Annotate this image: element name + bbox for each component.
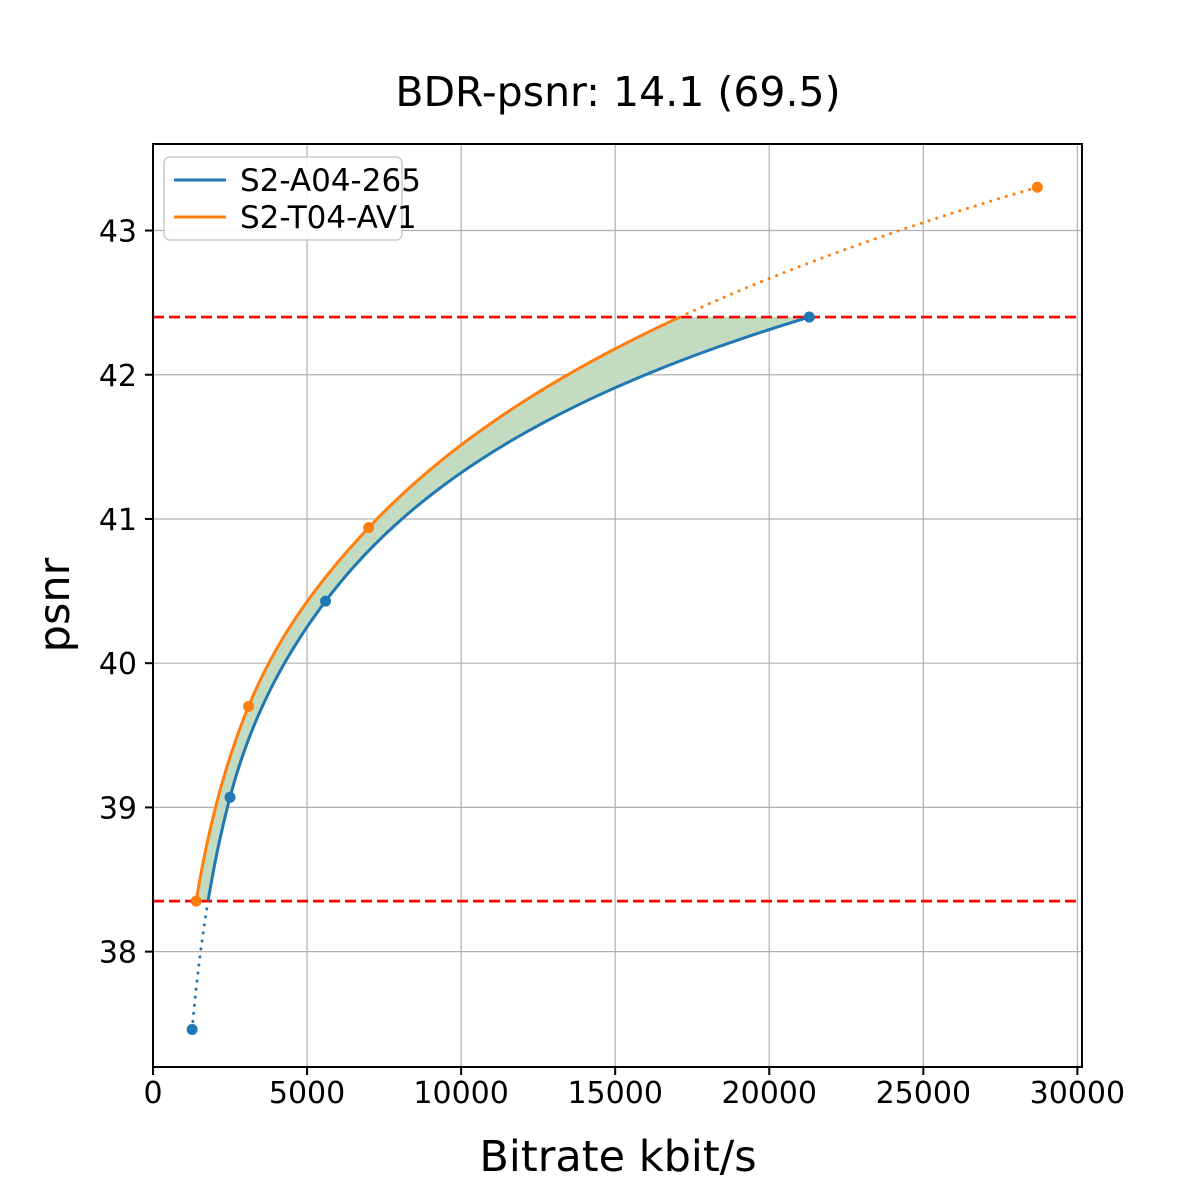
overlap-fill-region [196,317,810,902]
x-tick-label: 10000 [413,1076,508,1111]
y-tick-label: 41 [99,503,137,538]
y-tick-label: 43 [99,215,137,250]
y-tick-label: 40 [99,647,137,682]
data-point-marker [186,1024,198,1035]
x-tick-label: 15000 [567,1076,662,1111]
data-point-marker [363,522,375,534]
x-tick-label: 25000 [876,1076,971,1111]
series-curve-solid [194,315,681,902]
y-tick-label: 42 [99,359,137,394]
legend-label: S2-A04-265 [240,163,421,199]
axes-frame [152,143,1083,1068]
data-point-marker [1031,181,1043,193]
x-tick-label: 20000 [722,1076,817,1111]
y-tick-label: 38 [99,936,137,971]
data-point-marker [224,791,236,803]
x-tick-label: 0 [143,1076,162,1111]
legend-box [163,156,403,241]
data-point-marker [243,700,255,712]
x-tick-label: 30000 [1030,1076,1125,1111]
series-curve-dotted [190,899,210,1031]
x-tick-label: 5000 [269,1076,345,1111]
data-point-marker [190,895,202,907]
series-curve-dotted [678,185,1039,319]
y-tick-label: 39 [99,791,137,826]
legend-label: S2-T04-AV1 [240,200,417,236]
data-point-marker [320,595,332,607]
series-curve-solid [206,315,810,902]
data-point-marker [803,311,815,323]
chart-title: BDR-psnr: 14.1 (69.5) [395,68,841,116]
x-axis-label: Bitrate kbit/s [479,1132,757,1182]
